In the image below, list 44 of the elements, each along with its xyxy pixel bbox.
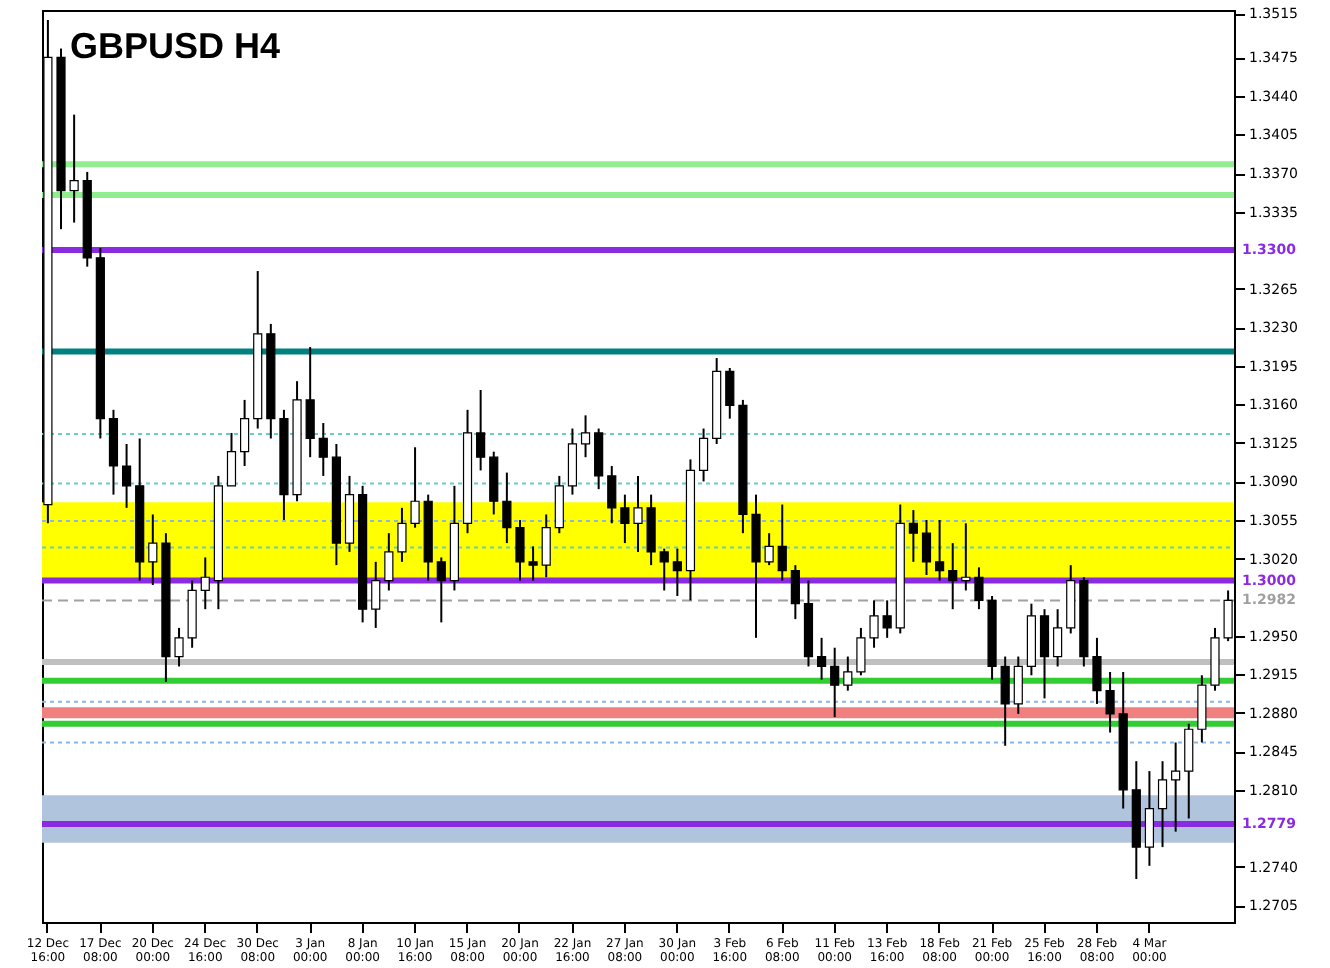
candlestick — [240, 398, 250, 467]
candlestick — [148, 513, 158, 586]
candlestick — [554, 474, 564, 535]
candlestick — [1171, 741, 1181, 833]
candlestick — [200, 556, 210, 611]
candlestick — [489, 450, 499, 516]
candlestick — [1157, 760, 1168, 849]
candlestick — [1013, 655, 1023, 715]
candlestick — [305, 346, 315, 459]
candlestick — [384, 532, 394, 592]
candlestick — [1066, 564, 1076, 635]
candlestick — [843, 655, 853, 692]
candlestick — [948, 542, 958, 611]
candlestick — [541, 513, 551, 579]
candlestick — [672, 547, 682, 597]
candlestick — [594, 427, 604, 491]
candlestick — [659, 547, 669, 592]
candlestick — [1144, 770, 1155, 867]
candlestick — [725, 366, 735, 420]
candlestick — [698, 427, 709, 483]
candlestick — [777, 503, 787, 582]
candlestick — [580, 414, 591, 459]
candlestick — [1184, 722, 1194, 820]
candlestick — [1039, 608, 1050, 700]
candlestick — [318, 422, 328, 477]
candlestick — [882, 599, 892, 639]
candlestick — [1000, 655, 1010, 747]
candlestick — [371, 560, 381, 629]
candlestick — [921, 518, 932, 577]
candlestick — [935, 518, 945, 582]
candlestick — [607, 465, 617, 525]
candlestick — [436, 556, 446, 624]
candlestick — [908, 509, 918, 563]
candlestick — [790, 564, 800, 621]
candlestick — [961, 522, 971, 592]
candlestick — [108, 408, 119, 496]
chart-title: GBPUSD H4 — [70, 26, 281, 66]
candlestick — [121, 442, 132, 509]
candlestick — [226, 431, 237, 487]
candlestick — [816, 636, 827, 681]
candlestick — [567, 427, 578, 496]
candlestick — [476, 389, 486, 472]
candlestick — [1053, 608, 1063, 668]
candlestick — [830, 646, 840, 719]
